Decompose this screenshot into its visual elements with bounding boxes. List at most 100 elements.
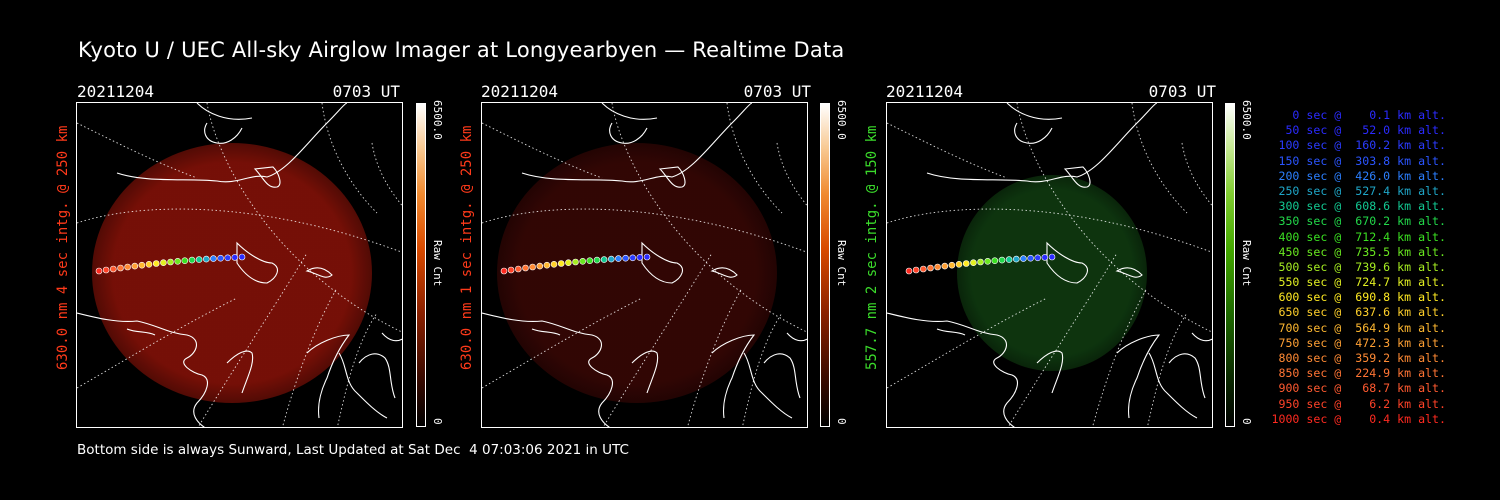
trajectory-point [905,267,913,275]
trajectory-point [934,263,941,271]
page-title: Kyoto U / UEC All-sky Airglow Imager at … [78,38,845,62]
grid-line [1092,287,1148,427]
trajectory-point [95,267,103,275]
trajectory-point [941,262,949,270]
coastline [253,166,281,188]
panel-1-ylabel: 630.0 nm 4 sec intg. @ 250 km [55,125,71,370]
panel-1-time: 0703 UT [332,82,400,101]
trajectory-point [643,253,651,261]
panel-3-colorbar-unit: Raw Cnt [1240,240,1253,287]
trajectory-point [970,259,977,266]
grid-line [887,297,1048,389]
trajectory-point [608,255,615,263]
coastline [763,353,801,399]
trajectory-point [977,258,984,266]
trajectory-point [210,255,217,262]
trajectory-point [529,263,536,271]
trajectory-point [927,264,934,272]
coastline [226,350,254,394]
allsky-map [77,103,402,427]
panel-2-allsky-image [481,102,808,428]
coastline [1006,103,1063,120]
trajectory-point [224,254,231,262]
airglow-image-disk [92,143,372,403]
coastline [601,103,658,120]
trajectory-point [593,256,601,264]
grid-line [371,142,402,207]
legend-row: 450 sec @ 735.5 km alt. [1271,244,1446,259]
trajectory-point [536,262,544,270]
coastline [658,166,686,188]
legend-row: 100 sec @ 160.2 km alt. [1271,138,1446,153]
trajectory-point [998,256,1006,264]
panel-3-time: 0703 UT [1148,82,1216,101]
trajectory-point [600,256,608,263]
airglow-image-disk [957,175,1147,371]
grid-line [77,208,402,253]
legend-row: 900 sec @ 68.7 km alt. [1271,381,1446,396]
coastline [641,241,683,284]
grid-line [77,297,238,389]
coastline [1063,166,1091,188]
coastline [743,352,793,419]
grid-line [482,297,643,389]
panel-3-allsky-image [886,102,1213,428]
legend-row: 400 sec @ 712.4 km alt. [1271,229,1446,244]
legend-row: 150 sec @ 303.8 km alt. [1271,153,1446,168]
trajectory-point [984,258,991,265]
grid-line [482,208,807,253]
grid-line [1016,103,1212,333]
trajectory-point [1034,254,1041,262]
grid-line [687,287,743,427]
coastline [710,267,738,278]
grid-line [776,142,807,207]
coastline [306,334,351,419]
legend-row: 750 sec @ 472.3 km alt. [1271,335,1446,350]
grid-line [1146,312,1188,427]
legend-row: 500 sec @ 739.6 km alt. [1271,259,1446,274]
trajectory-point [195,256,203,263]
trajectory-point [131,262,139,270]
airglow-image-disk [497,143,777,403]
trajectory-point [991,257,999,264]
panel-1-colorbar-min: 0 [431,418,444,425]
allsky-map [887,103,1212,427]
trajectory-point [622,254,629,262]
trajectory-point [238,253,246,261]
coastline [1046,241,1088,284]
legend-row: 350 sec @ 670.2 km alt. [1271,214,1446,229]
coastline [1191,332,1212,342]
legend-row: 1000 sec @ 0.4 km alt. [1271,411,1446,426]
trajectory-point [1041,254,1049,261]
trajectory-point [615,255,622,262]
legend-row: 0 sec @ 0.1 km alt. [1271,108,1446,122]
coastline [236,241,278,284]
legend-row: 700 sec @ 564.9 km alt. [1271,320,1446,335]
trajectory-point [1005,256,1013,263]
coastline [1148,352,1198,419]
coastline [631,350,659,394]
trajectory-point [948,261,956,269]
coastline [531,328,561,336]
trajectory-point [1048,253,1056,261]
coastline [887,312,1018,427]
panel-2-date: 20211204 [481,82,559,101]
coastline [482,312,613,427]
trajectory-point [557,260,565,267]
legend-row: 850 sec @ 224.9 km alt. [1271,366,1446,381]
allsky-map [482,103,807,427]
panel-2-ylabel: 630.0 nm 1 sec intg. @ 250 km [459,125,475,370]
trajectory-point [507,266,515,274]
trajectory-point [636,254,644,261]
trajectory-point [188,256,196,264]
panel-1-allsky-image [76,102,403,428]
trajectory-point [1027,254,1034,262]
panel-3-colorbar-min: 0 [1240,418,1253,425]
altitude-time-legend: 0 sec @ 0.1 km alt. 50 sec @ 52.0 km alt… [1266,108,1446,427]
coastline [1115,267,1143,278]
trajectory-point [181,257,189,264]
trajectory-point [550,261,558,268]
trajectory-point [586,257,594,264]
coastline [926,103,1158,183]
grid-line [1181,142,1212,207]
